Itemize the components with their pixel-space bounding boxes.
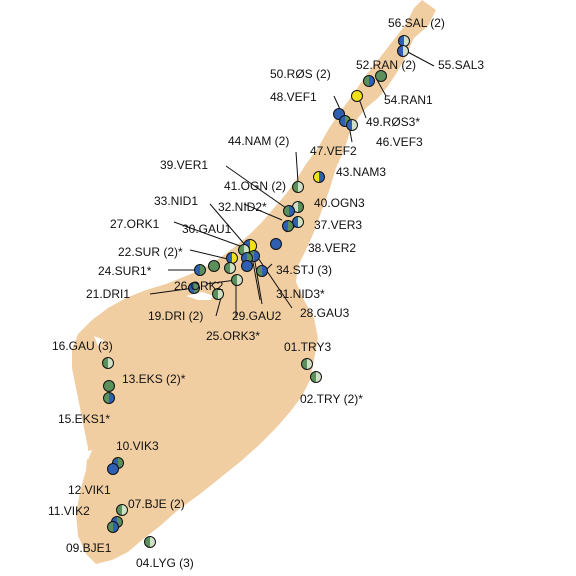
site-labels: 56.SAL (2) 55.SAL3 52.RAN (2) 50.RØS (2)… xyxy=(48,16,484,570)
marker-s12 xyxy=(107,463,119,475)
marker-s37 xyxy=(292,216,304,228)
label-s46: 46.VEF3 xyxy=(376,135,423,149)
marker-s04 xyxy=(144,536,156,548)
marker-s55 xyxy=(397,45,409,57)
label-s54: 54.RAN1 xyxy=(384,93,433,107)
marker-s15 xyxy=(103,392,115,404)
label-s50: 50.RØS (2) xyxy=(270,67,331,81)
label-s10: 10.VIK3 xyxy=(116,439,159,453)
marker-s27 xyxy=(256,265,268,277)
label-s13: 13.EKS (2)* xyxy=(122,372,186,386)
marker-s56 xyxy=(398,35,410,47)
label-s12: 12.VIK1 xyxy=(68,483,111,497)
label-s21: 21.DRI1 xyxy=(86,287,130,301)
marker-s43 xyxy=(313,171,325,183)
label-s30: 30.GAU1 xyxy=(182,222,232,236)
label-s04: 04.LYG (3) xyxy=(136,556,194,570)
label-s25: 25.ORK3* xyxy=(206,329,260,343)
label-s40: 40.OGN3 xyxy=(314,196,365,210)
label-s56: 56.SAL (2) xyxy=(388,16,445,30)
label-s38: 38.VER2 xyxy=(308,241,356,255)
marker-s26-a xyxy=(208,260,220,272)
marker-s16 xyxy=(102,357,114,369)
marker-s21 xyxy=(188,282,200,294)
label-s11: 11.VIK2 xyxy=(48,504,90,518)
label-s31: 31.NID3* xyxy=(276,287,325,301)
site-markers xyxy=(102,35,410,548)
fjord-inlet xyxy=(94,336,104,346)
marker-s01 xyxy=(301,358,313,370)
label-s32: 32.NID2* xyxy=(218,200,267,214)
marker-s28 xyxy=(241,260,253,272)
norway-landmass xyxy=(72,0,436,564)
label-s49: 49.RØS3* xyxy=(366,115,420,129)
marker-s26-b xyxy=(224,262,236,274)
marker-s38 xyxy=(282,220,294,232)
marker-s25 xyxy=(231,274,243,286)
marker-s40 xyxy=(292,201,304,213)
marker-s46 xyxy=(346,119,358,131)
label-s26: 26.ORK2 xyxy=(174,279,224,293)
label-s02: 02.TRY (2)* xyxy=(300,392,363,406)
marker-s02 xyxy=(310,371,322,383)
label-s44: 44.NAM (2) xyxy=(228,134,289,148)
label-s52: 52.RAN (2) xyxy=(356,58,416,72)
label-s33: 33.NID1 xyxy=(154,194,198,208)
marker-s34 xyxy=(270,238,282,250)
marker-s52 xyxy=(375,70,387,82)
marker-s48 xyxy=(351,90,363,102)
marker-s13 xyxy=(103,380,115,392)
marker-s24 xyxy=(194,264,206,276)
label-s15: 15.EKS1* xyxy=(58,412,110,426)
label-s29: 29.GAU2 xyxy=(232,309,282,323)
label-s43: 43.NAM3 xyxy=(336,165,386,179)
label-s39: 39.VER1 xyxy=(160,158,208,172)
label-s19: 19.DRI (2) xyxy=(148,309,203,323)
label-s47: 47.VEF2 xyxy=(310,144,357,158)
marker-s09 xyxy=(107,521,119,533)
marker-s50 xyxy=(363,75,375,87)
label-s27: 27.ORK1 xyxy=(110,217,160,231)
label-s24: 24.SUR1* xyxy=(98,264,152,278)
label-s34: 34.STJ (3) xyxy=(276,263,332,277)
label-s09: 09.BJE1 xyxy=(66,541,112,555)
marker-s41 xyxy=(292,181,304,193)
label-s41: 41.OGN (2) xyxy=(224,179,286,193)
label-s48: 48.VEF1 xyxy=(270,90,317,104)
label-s28: 28.GAU3 xyxy=(300,306,350,320)
fjord-inlet xyxy=(186,292,214,300)
label-s16: 16.GAU (3) xyxy=(52,339,113,353)
label-s37: 37.VER3 xyxy=(314,218,362,232)
marker-s19 xyxy=(212,288,224,300)
marker-s33 xyxy=(283,205,295,217)
label-s07: 07.BJE (2) xyxy=(128,497,185,511)
marker-s22 xyxy=(226,252,238,264)
label-s55: 55.SAL3 xyxy=(438,58,484,72)
label-s01: 01.TRY3 xyxy=(284,340,331,354)
marker-s07 xyxy=(116,504,128,516)
label-s22: 22.SUR (2)* xyxy=(118,245,183,259)
fjord-inlet xyxy=(82,450,92,460)
